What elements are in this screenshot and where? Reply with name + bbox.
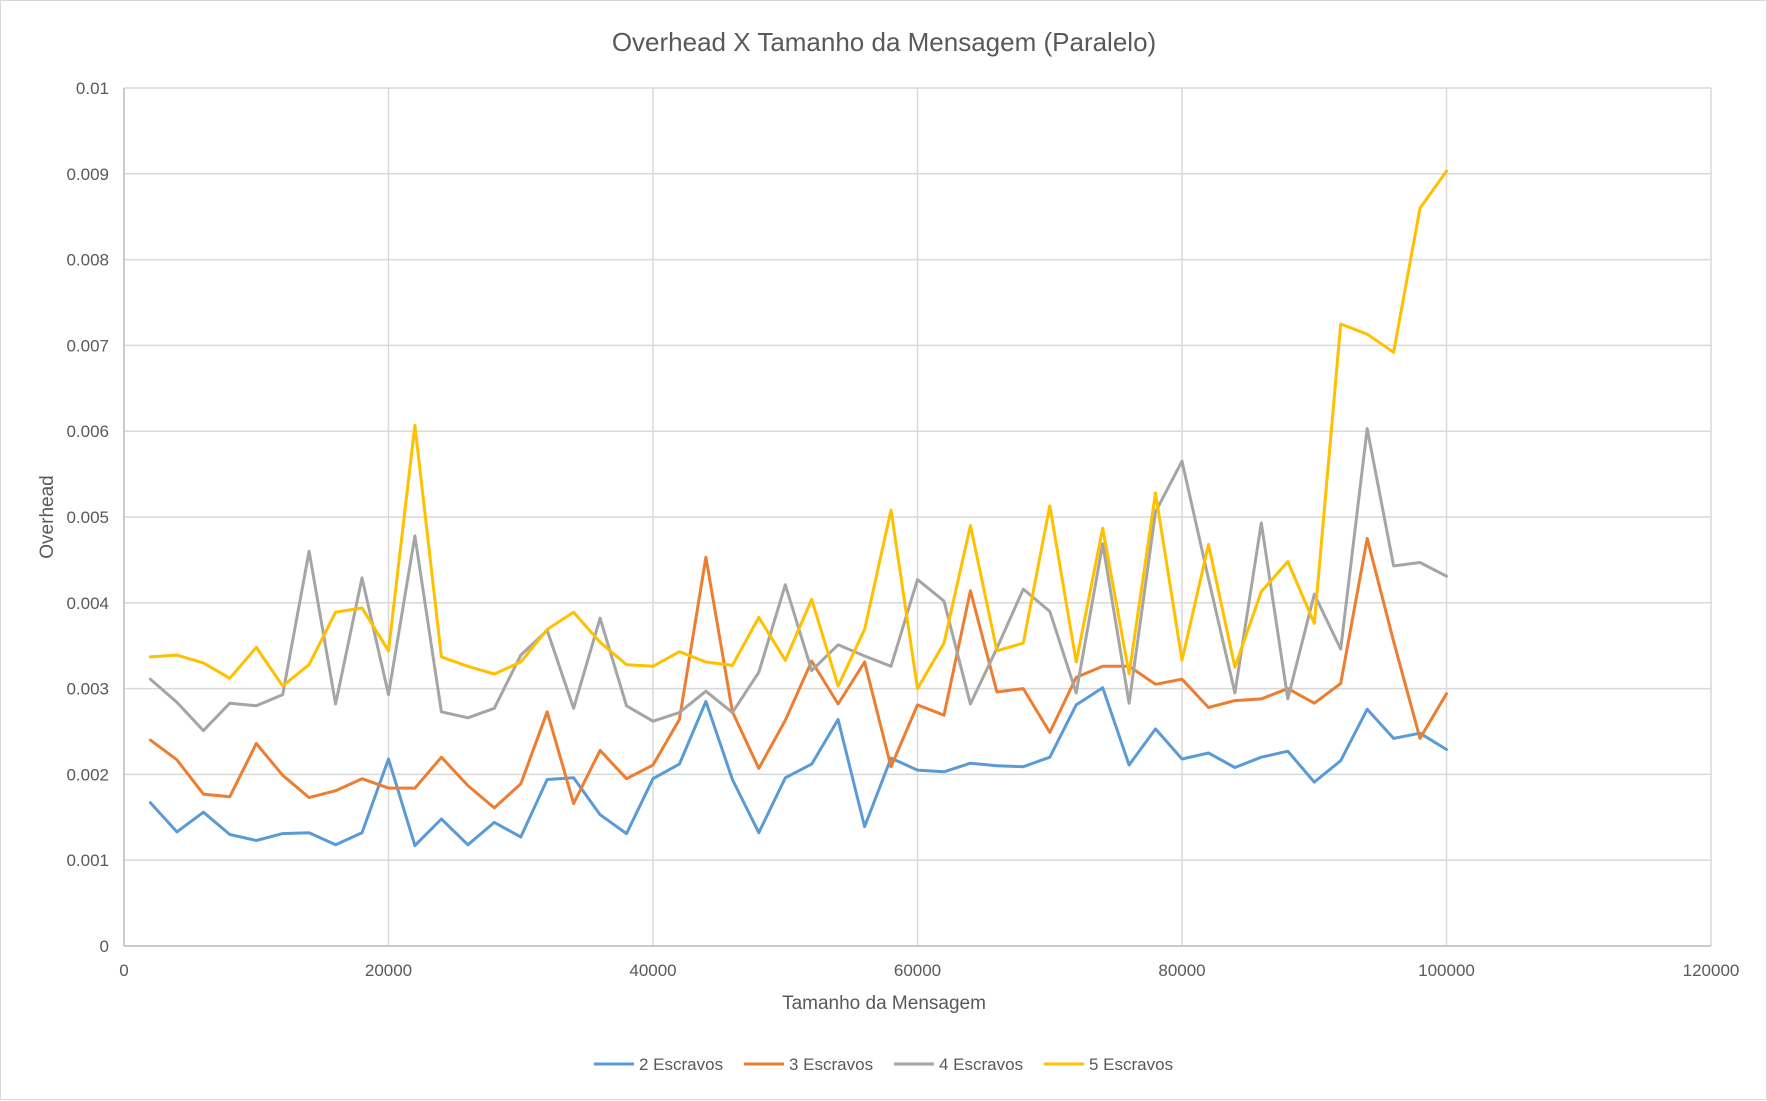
y-tick-label: 0 — [100, 937, 109, 956]
legend-label: 2 Escravos — [639, 1055, 723, 1074]
y-tick-label: 0.002 — [66, 765, 109, 784]
legend-item: 2 Escravos — [594, 1055, 723, 1074]
y-tick-label: 0.001 — [66, 851, 109, 870]
x-tick-label: 40000 — [629, 961, 676, 980]
legend: 2 Escravos 3 Escravos 4 Escravos 5 Escravos — [594, 1055, 1173, 1074]
x-tick-label: 0 — [119, 961, 128, 980]
x-tick-label: 60000 — [894, 961, 941, 980]
legend-label: 5 Escravos — [1089, 1055, 1173, 1074]
y-axis-title: Overhead — [37, 475, 58, 558]
legend-label: 4 Escravos — [939, 1055, 1023, 1074]
series-line-3 — [148, 427, 1448, 733]
series-line-1 — [148, 686, 1448, 848]
axes: 0 0.001 0.002 0.003 0.004 0.005 0.006 0.007 0.00… — [66, 79, 1739, 980]
series-line-4 — [148, 169, 1448, 691]
y-tick-label: 0.004 — [66, 594, 109, 613]
legend-label: 3 Escravos — [789, 1055, 873, 1074]
y-tick-label: 0.003 — [66, 680, 109, 699]
series-lines — [148, 169, 1448, 848]
y-tick-label: 0.008 — [66, 251, 109, 270]
x-axis-title: Tamanho da Mensagem — [782, 993, 986, 1014]
chart-title: Overhead X Tamanho da Mensagem (Paralelo… — [612, 27, 1156, 57]
y-tick-label: 0.006 — [66, 422, 109, 441]
series-line-2 — [148, 537, 1448, 810]
x-tick-label: 20000 — [365, 961, 412, 980]
y-tick-label: 0.01 — [76, 79, 109, 98]
x-tick-label: 80000 — [1158, 961, 1205, 980]
y-tick-label: 0.005 — [66, 508, 109, 527]
y-tick-label: 0.007 — [66, 336, 109, 355]
y-tick-label: 0.009 — [66, 165, 109, 184]
x-tick-label: 120000 — [1683, 961, 1740, 980]
gridlines — [123, 87, 1712, 947]
x-tick-label: 100000 — [1418, 961, 1475, 980]
legend-item: 4 Escravos — [894, 1055, 1023, 1074]
legend-item: 3 Escravos — [744, 1055, 873, 1074]
legend-item: 5 Escravos — [1044, 1055, 1173, 1074]
